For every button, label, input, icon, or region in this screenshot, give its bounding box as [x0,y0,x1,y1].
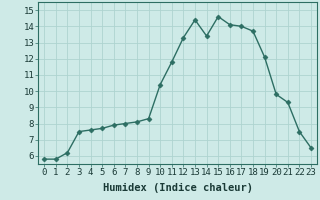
X-axis label: Humidex (Indice chaleur): Humidex (Indice chaleur) [103,183,252,193]
